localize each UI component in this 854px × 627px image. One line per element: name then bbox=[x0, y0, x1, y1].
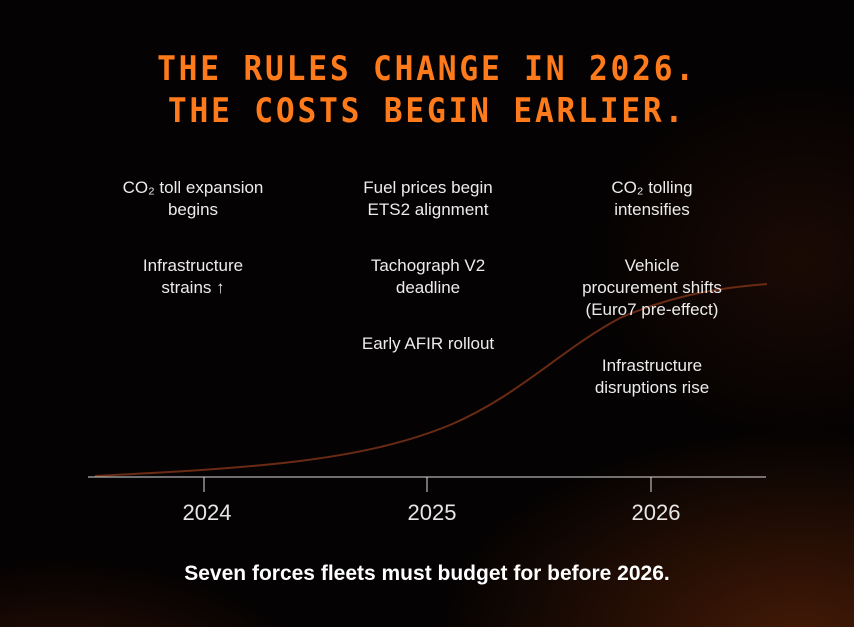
event-afir-rollout: Early AFIR rollout bbox=[313, 333, 543, 355]
event-text: deadline bbox=[395, 278, 461, 297]
event-fuel-prices-ets2: Fuel prices begin ETS2 alignment bbox=[313, 177, 543, 221]
event-text: begins bbox=[167, 200, 219, 219]
event-vehicle-procurement: Vehicle procurement shifts (Euro7 pre-ef… bbox=[537, 255, 767, 321]
event-text: Early AFIR rollout bbox=[361, 334, 495, 353]
event-text: (Euro7 pre-effect) bbox=[585, 300, 719, 319]
event-text: CO₂ tolling bbox=[611, 178, 693, 197]
event-text: disruptions rise bbox=[594, 378, 710, 397]
title-line-1: THE RULES CHANGE IN 2026. bbox=[157, 49, 697, 89]
event-text: procurement shifts bbox=[582, 278, 722, 297]
event-text: Infrastructure bbox=[601, 356, 703, 375]
event-text: Fuel prices begin bbox=[363, 178, 493, 197]
cost-curve bbox=[94, 283, 768, 477]
year-label-2025: 2025 bbox=[407, 500, 457, 525]
event-infrastructure-disruptions: Infrastructure disruptions rise bbox=[537, 355, 767, 399]
event-tachograph-v2: Tachograph V2 deadline bbox=[313, 255, 543, 299]
event-text: intensifies bbox=[614, 200, 690, 219]
event-text: Vehicle bbox=[624, 256, 680, 275]
event-text: strains ↑ bbox=[161, 278, 225, 297]
event-infrastructure-strains: Infrastructure strains ↑ bbox=[78, 255, 308, 299]
year-label-2024: 2024 bbox=[182, 500, 232, 525]
event-text: CO₂ toll expansion bbox=[122, 178, 264, 197]
event-text: ETS2 alignment bbox=[367, 200, 489, 219]
event-text: Tachograph V2 bbox=[370, 256, 486, 275]
event-co2-tolling-intensifies: CO₂ tolling intensifies bbox=[537, 177, 767, 221]
year-label-2026: 2026 bbox=[631, 500, 681, 525]
title-line-2: THE COSTS BEGIN EARLIER. bbox=[167, 91, 687, 131]
event-text: Infrastructure bbox=[142, 256, 244, 275]
event-co2-toll-expansion: CO₂ toll expansion begins bbox=[78, 177, 308, 221]
footer-caption: Seven forces fleets must budget for befo… bbox=[184, 562, 670, 585]
